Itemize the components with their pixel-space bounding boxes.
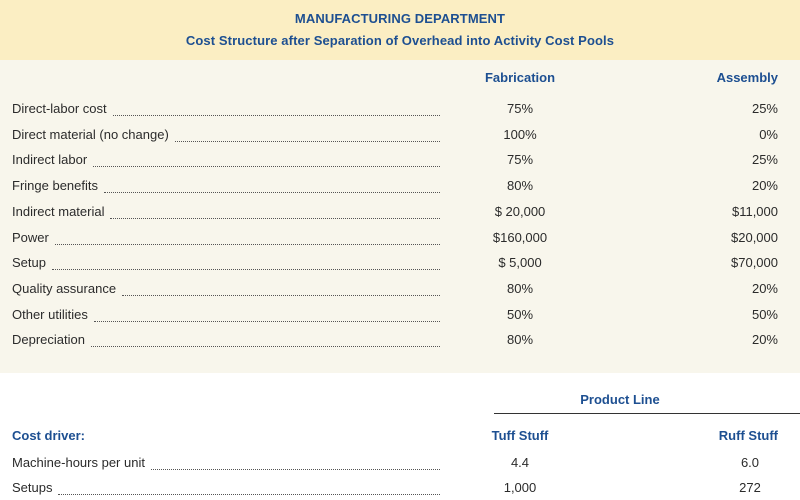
column-header-ruff-stuff: Ruff Stuff <box>718 428 778 443</box>
dotted-leader <box>122 294 440 296</box>
row-label: Indirect material <box>12 203 105 219</box>
row-value-first: 80% <box>506 332 534 348</box>
dotted-leader <box>58 494 440 495</box>
dotted-leader <box>51 269 440 271</box>
dotted-leader <box>91 346 440 348</box>
row-value-first: $ 20,000 <box>494 203 546 219</box>
row-label: Setup <box>12 255 46 271</box>
table-row: Setups 1,000 272 <box>0 480 800 500</box>
table-row: Direct material (no change) 100% 0% <box>0 127 800 147</box>
dotted-leader <box>174 140 440 142</box>
row-value-first: 80% <box>506 178 534 194</box>
cost-driver-heading: Cost driver: <box>12 428 85 443</box>
row-label: Fringe benefits <box>12 178 98 194</box>
row-value-second: $70,000 <box>731 255 778 271</box>
table-row: Other utilities 50% 50% <box>0 307 800 327</box>
table-row: Power $160,000 $20,000 <box>0 230 800 250</box>
table-row: Depreciation 80% 20% <box>0 332 800 352</box>
row-value-first: 50% <box>506 306 534 322</box>
page-subtitle: Cost Structure after Separation of Overh… <box>185 33 615 48</box>
dotted-leader <box>93 320 440 322</box>
dotted-leader <box>93 166 440 168</box>
row-value-first: 1,000 <box>503 480 537 495</box>
page-title: MANUFACTURING DEPARTMENT <box>294 11 506 26</box>
row-label: Other utilities <box>12 306 88 322</box>
column-header-fabrication: Fabrication <box>484 70 556 85</box>
row-label: Direct-labor cost <box>12 101 107 116</box>
table-row: Direct-labor cost 75% 25% <box>0 101 800 121</box>
title-banner: MANUFACTURING DEPARTMENT Cost Structure … <box>0 0 800 60</box>
row-label: Depreciation <box>12 332 85 348</box>
row-value-second: 20% <box>751 332 778 348</box>
dotted-leader <box>150 469 440 470</box>
row-value-first: 75% <box>506 101 534 116</box>
row-value-second: 272 <box>739 480 761 495</box>
dotted-leader <box>104 192 440 194</box>
row-label: Machine-hours per unit <box>12 455 145 470</box>
row-value-first: 75% <box>506 152 534 168</box>
row-value-second: 20% <box>751 178 778 194</box>
row-value-first: 100% <box>503 126 537 142</box>
row-label: Power <box>12 229 49 245</box>
table-row: Quality assurance 80% 20% <box>0 281 800 301</box>
dotted-leader <box>54 243 440 245</box>
dotted-leader <box>110 217 440 219</box>
row-value-second: 25% <box>751 101 778 116</box>
row-value-second: $20,000 <box>731 229 778 245</box>
row-value-second: 6.0 <box>740 455 760 470</box>
table-row: Setup $ 5,000 $70,000 <box>0 255 800 275</box>
row-label: Direct material (no change) <box>12 126 169 142</box>
table-row: Indirect labor 75% 25% <box>0 152 800 172</box>
row-value-second: $11,000 <box>731 203 778 219</box>
dotted-leader <box>112 115 440 116</box>
column-header-assembly: Assembly <box>716 70 778 85</box>
row-value-second: 20% <box>751 280 778 296</box>
row-value-second: 0% <box>759 126 778 142</box>
row-label: Quality assurance <box>12 280 117 296</box>
column-header-tuff-stuff: Tuff Stuff <box>491 428 549 443</box>
row-value-second: 25% <box>751 152 778 168</box>
product-line-rule <box>494 413 800 414</box>
table-row: Machine-hours per unit 4.4 6.0 <box>0 455 800 475</box>
row-value-first: 4.4 <box>510 455 530 470</box>
row-value-first: $160,000 <box>492 229 548 245</box>
row-value-first: 80% <box>506 280 534 296</box>
row-value-second: 50% <box>751 306 778 322</box>
row-value-first: $ 5,000 <box>498 255 542 271</box>
row-label: Indirect labor <box>12 152 88 168</box>
table-row: Fringe benefits 80% 20% <box>0 178 800 198</box>
product-line-header: Product Line <box>580 392 660 407</box>
row-label: Setups <box>12 480 53 495</box>
table-row: Indirect material $ 20,000 $11,000 <box>0 204 800 224</box>
